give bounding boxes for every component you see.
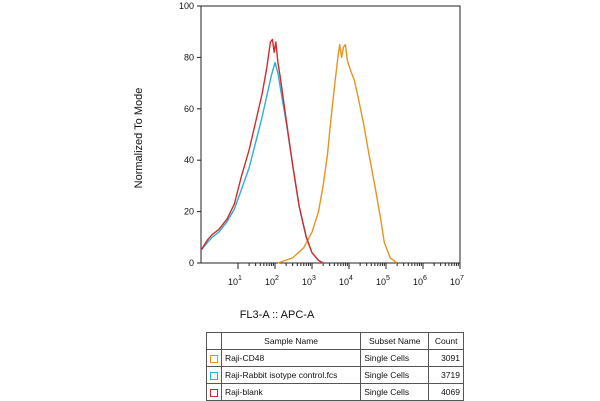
- legend-swatch-cell: [206, 349, 222, 367]
- y-tick-label: 80: [184, 52, 194, 62]
- legend-header-count: Count: [428, 332, 464, 350]
- y-axis-label: Normalized To Mode: [133, 88, 145, 189]
- legend-header-subset: Subset Name: [360, 332, 430, 350]
- legend-row: Raji-blank Single Cells 4069: [206, 383, 464, 401]
- y-tick-label: 40: [184, 155, 194, 165]
- legend-sample-name: Raji-blank: [220, 383, 362, 401]
- legend-sample-name: Raji-CD48: [220, 349, 362, 367]
- x-tick-label: 102: [265, 275, 279, 287]
- x-tick-label: 103: [302, 275, 316, 287]
- x-tick-label: 105: [376, 275, 390, 287]
- series-line-3: [200, 38, 324, 264]
- x-tick-label: 106: [413, 275, 427, 287]
- legend-swatch-icon: [210, 388, 218, 397]
- y-tick-label: 0: [189, 258, 194, 268]
- legend-header-row: Sample Name Subset Name Count: [206, 332, 464, 350]
- x-tick-label: 107: [450, 275, 464, 287]
- x-tick-label: 104: [339, 275, 353, 287]
- x-tick-label: 101: [228, 275, 242, 287]
- legend-count: 3719: [428, 366, 464, 384]
- y-tick-label: 20: [184, 207, 194, 217]
- legend-count: 4069: [428, 383, 464, 401]
- legend-row: Raji-CD48 Single Cells 3091: [206, 349, 464, 367]
- series-line-1: [277, 43, 398, 264]
- y-tick-label: 100: [179, 1, 194, 11]
- plot-frame: [200, 5, 461, 264]
- legend-count: 3091: [428, 349, 464, 367]
- legend-row: Raji-Rabbit isotype control.fcs Single Ce…: [206, 366, 464, 384]
- x-axis-label: FL3-A :: APC-A: [240, 309, 315, 321]
- legend-sample-name: Raji-Rabbit isotype control.fcs: [220, 366, 362, 384]
- y-tick-label: 60: [184, 104, 194, 114]
- legend-header-swatch: [206, 332, 222, 350]
- legend-subset-name: Single Cells: [360, 366, 430, 384]
- legend-subset-name: Single Cells: [360, 349, 430, 367]
- legend-swatch-cell: [206, 366, 222, 384]
- legend-subset-name: Single Cells: [360, 383, 430, 401]
- sample-legend-table: Sample Name Subset Name Count Raji-CD48 S…: [206, 332, 464, 401]
- legend-header-sample: Sample Name: [220, 332, 362, 350]
- legend-swatch-icon: [210, 371, 218, 380]
- legend-swatch-cell: [206, 383, 222, 401]
- legend-swatch-icon: [210, 354, 218, 363]
